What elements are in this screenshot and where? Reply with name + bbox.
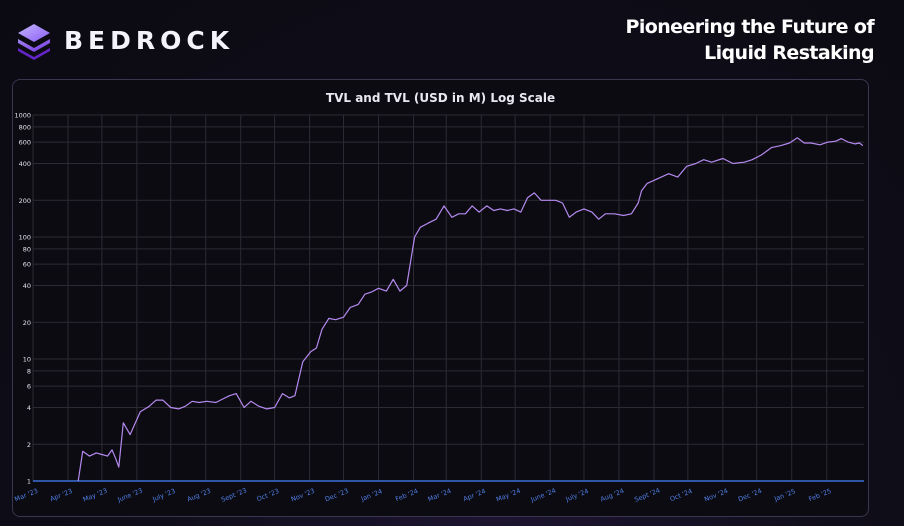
- x-tick-label: Apr '23: [49, 487, 74, 503]
- y-tick-label: 4: [27, 404, 31, 412]
- x-tick-label: Sept '24: [633, 486, 661, 504]
- y-tick-label: 10: [23, 356, 31, 364]
- x-tick-label: Feb '24: [394, 487, 419, 503]
- tagline-line-2: Liquid Restaking: [704, 42, 874, 64]
- x-tick-label: Dec '23: [324, 487, 350, 504]
- x-tick-label: Aug '24: [599, 487, 625, 504]
- y-tick-label: 400: [19, 160, 31, 168]
- x-tick-label: Mar '24: [427, 487, 453, 504]
- y-tick-label: 60: [23, 261, 31, 269]
- y-tick-label: 80: [23, 245, 31, 253]
- x-tick-label: May '23: [82, 487, 109, 504]
- y-tick-label: 6: [27, 383, 31, 391]
- x-tick-label: May '24: [495, 487, 522, 504]
- x-tick-label: June '23: [116, 487, 144, 505]
- x-tick-label: June '24: [529, 487, 557, 505]
- chart-panel: TVL and TVL (USD in M) Log Scale 1 2 4 6 8 10…: [12, 79, 869, 517]
- y-tick-label: 20: [23, 319, 31, 327]
- x-tick-label: Jan '25: [772, 487, 796, 503]
- x-tick-label: Jan '24: [359, 487, 383, 503]
- y-tick-label: 2: [27, 441, 31, 449]
- y-tick-label: 600: [19, 139, 31, 147]
- tagline-line-1: Pioneering the Future of: [625, 16, 875, 38]
- tagline: Pioneering the Future of Liquid Restakin…: [574, 14, 875, 66]
- x-tick-label: Oct '23: [256, 487, 281, 503]
- x-tick-label: Aug '23: [186, 487, 212, 504]
- x-tick-label: Dec '24: [737, 487, 763, 504]
- x-tick-label: July '24: [564, 487, 590, 504]
- y-tick-label: 8: [27, 367, 31, 375]
- x-tick-label: Oct '24: [669, 487, 694, 503]
- x-tick-label: Apr '24: [462, 487, 487, 503]
- brand: BEDROCK: [14, 20, 234, 60]
- bedrock-layers-icon: [18, 24, 50, 60]
- x-tick-label: Nov '24: [703, 487, 729, 504]
- x-tick-label: Nov '23: [290, 487, 316, 504]
- brand-name: BEDROCK: [64, 25, 235, 55]
- y-tick-label: 100: [19, 234, 31, 242]
- y-tick-label: 40: [23, 282, 31, 290]
- y-tick-label: 800: [19, 123, 31, 131]
- x-tick-label: Feb '25: [808, 487, 833, 503]
- y-tick-label: 1000: [14, 112, 31, 120]
- y-tick-label: 200: [19, 197, 31, 205]
- tvl-series-line: [77, 137, 864, 482]
- x-tick-label: Sept '23: [220, 486, 248, 504]
- y-tick-label: 1: [27, 478, 31, 486]
- chart-title: TVL and TVL (USD in M) Log Scale: [325, 91, 556, 105]
- x-tick-label: Mar '23: [13, 487, 39, 504]
- tvl-log-chart: 1 2 4 6 8 10 20 40 60 80 100 200 400 600 800 1000 Mar '2…: [13, 112, 864, 505]
- x-tick-label: July '23: [151, 487, 177, 504]
